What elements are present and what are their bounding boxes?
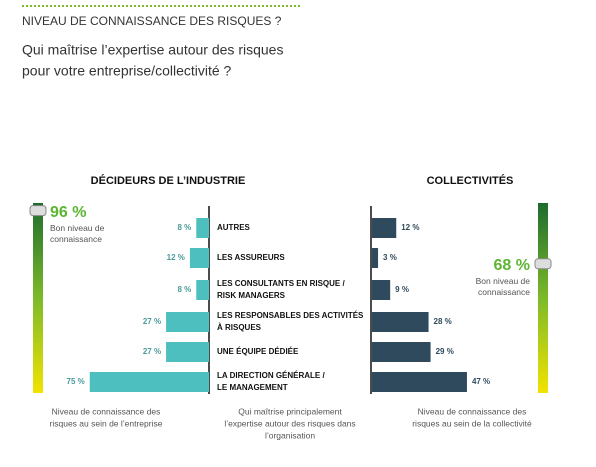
footnote: Niveau de connaissance des: [418, 406, 527, 416]
title: NIVEAU DE CONNAISSANCE DES RISQUES ?: [22, 14, 282, 28]
bar: [89, 372, 209, 392]
bar: [372, 280, 391, 300]
value-label: 28 %: [434, 317, 452, 326]
footnote: l’organisation: [265, 430, 315, 440]
footnote: Niveau de connaissance des: [52, 406, 161, 416]
bar: [189, 248, 209, 268]
bar: [372, 218, 397, 238]
bar: [372, 342, 431, 362]
value-label: 8 %: [177, 223, 191, 232]
gauge-text: Bon niveau de: [50, 223, 105, 233]
panel-title: DÉCIDEURS DE L’INDUSTRIE: [91, 174, 246, 187]
bar: [196, 280, 209, 300]
footnote: risques au sein de la collectivité: [412, 418, 532, 428]
value-label: 9 %: [395, 285, 409, 294]
footnote: Qui maîtrise principalement: [238, 406, 342, 416]
value-label: 27 %: [143, 347, 161, 356]
gauge-text: connaissance: [50, 234, 102, 244]
category-label: À RISQUES: [217, 323, 262, 332]
gauge-marker: [29, 205, 47, 217]
bar: [196, 218, 209, 238]
bar: [372, 372, 467, 392]
bar: [372, 248, 379, 268]
subtitle: pour votre entreprise/collectivité ?: [22, 63, 232, 79]
gauge-value: 96 %: [50, 204, 86, 221]
category-label: LA DIRECTION GÉNÉRALE /: [217, 371, 325, 380]
category-label: UNE ÉQUIPE DÉDIÉE: [217, 347, 299, 356]
category-label: LE MANAGEMENT: [217, 383, 288, 392]
footnote: risques au sein de l’entreprise: [50, 418, 163, 428]
value-label: 47 %: [472, 377, 490, 386]
value-label: 8 %: [177, 285, 191, 294]
gauge-bar: [33, 203, 43, 393]
bar: [166, 342, 209, 362]
gauge-bar: [538, 203, 548, 393]
subtitle: Qui maîtrise l’expertise autour des risq…: [22, 42, 283, 58]
category-label: LES RESPONSABLES DES ACTIVITÉS: [217, 311, 364, 320]
value-label: 3 %: [383, 253, 397, 262]
panel-title: COLLECTIVITÉS: [427, 174, 514, 187]
category-label: LES ASSUREURS: [217, 253, 285, 262]
gauge-text: connaissance: [478, 287, 530, 297]
value-label: 12 %: [401, 223, 419, 232]
value-label: 29 %: [436, 347, 454, 356]
category-label: RISK MANAGERS: [217, 291, 286, 300]
gauge-text: Bon niveau de: [476, 276, 531, 286]
gauge-value: 68 %: [494, 257, 530, 274]
bar: [372, 312, 429, 332]
bar: [166, 312, 209, 332]
value-label: 12 %: [167, 253, 185, 262]
category-label: LES CONSULTANTS EN RISQUE /: [217, 279, 345, 288]
value-label: 75 %: [67, 377, 85, 386]
category-label: AUTRES: [217, 223, 251, 232]
gauge-marker: [534, 258, 552, 270]
footnote: l’expertise autour des risques dans: [224, 418, 355, 428]
value-label: 27 %: [143, 317, 161, 326]
